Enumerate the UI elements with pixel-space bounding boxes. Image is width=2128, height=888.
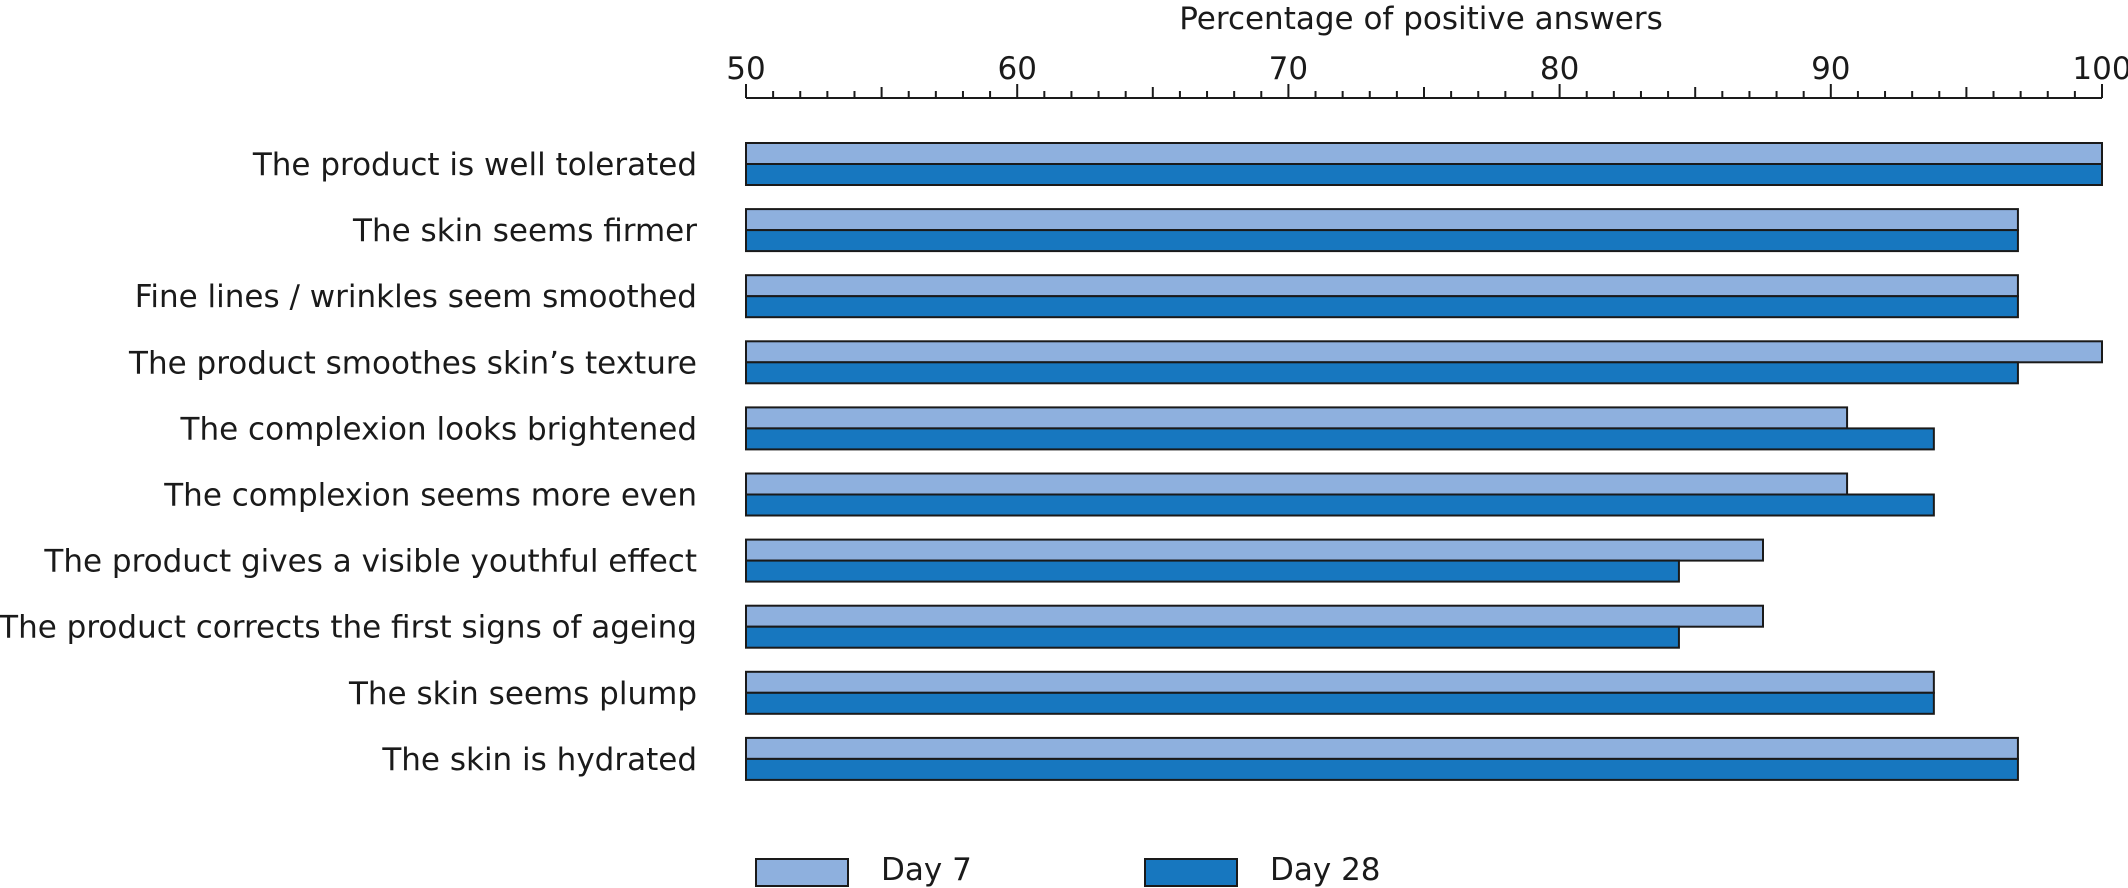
- category-label: The product corrects the first signs of …: [0, 610, 697, 646]
- bar-day7: [745, 142, 2103, 165]
- bar-day28: [745, 427, 1935, 451]
- bar-day7: [745, 406, 1849, 430]
- bar-day28: [745, 493, 1935, 517]
- x-axis-title: Percentage of positive answers: [1179, 1, 1663, 37]
- bar-day7: [745, 340, 2103, 364]
- category-label: The complexion looks brightened: [180, 411, 697, 447]
- bar-day28: [745, 163, 2103, 186]
- x-tick-label: 80: [1540, 51, 1579, 87]
- bar-day7: [745, 208, 2019, 232]
- bar-day7: [745, 670, 1935, 694]
- category-label: The skin is hydrated: [381, 742, 697, 778]
- x-tick-label: 60: [997, 51, 1036, 87]
- x-tick-label: 70: [1269, 51, 1308, 87]
- legend-label: Day 28: [1270, 852, 1381, 888]
- bar-day7: [745, 604, 1764, 628]
- category-label: The product smoothes skin’s texture: [128, 345, 697, 381]
- x-tick-label: 50: [726, 51, 765, 87]
- bar-day7: [745, 538, 1764, 562]
- legend-swatch: [755, 858, 849, 887]
- bar-day28: [745, 361, 2019, 385]
- x-tick-label: 100: [2072, 51, 2128, 87]
- x-axis: 50 60 70 80 90 100: [726, 51, 2128, 99]
- x-tick-label: 90: [1811, 51, 1850, 87]
- category-label: The product gives a visible youthful eff…: [43, 544, 697, 580]
- category-label: The complexion seems more even: [163, 478, 697, 514]
- bar-day28: [745, 757, 2019, 781]
- bars: [745, 142, 2103, 781]
- category-label: Fine lines / wrinkles seem smoothed: [135, 279, 697, 315]
- legend: Day 7 Day 28: [755, 852, 1381, 888]
- bar-day28: [745, 559, 1680, 583]
- bar-day28: [745, 295, 2019, 319]
- bar-day28: [745, 691, 1935, 715]
- bar-day28: [745, 625, 1680, 649]
- bar-day28: [745, 229, 2019, 253]
- category-label: The skin seems plump: [348, 676, 697, 712]
- category-label: The product is well tolerated: [252, 147, 697, 183]
- legend-swatch: [1144, 858, 1238, 887]
- bar-day7: [745, 274, 2019, 298]
- legend-label: Day 7: [881, 852, 972, 888]
- category-labels: The product is well tolerated The skin se…: [0, 147, 697, 778]
- bar-day7: [745, 736, 2019, 760]
- category-label: The skin seems firmer: [352, 213, 697, 249]
- bar-day7: [745, 472, 1849, 496]
